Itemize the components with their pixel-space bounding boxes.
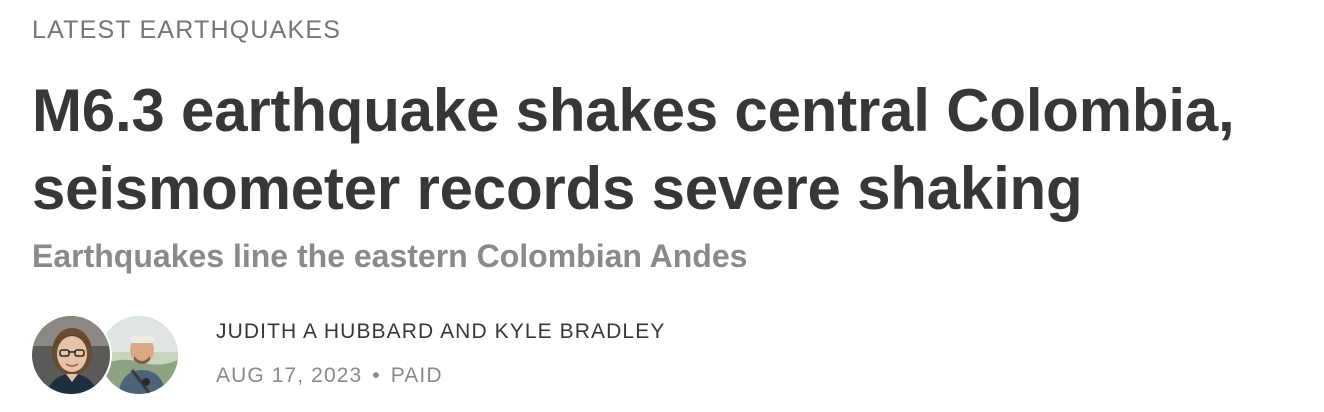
person-photo-icon	[100, 316, 178, 394]
author-avatar-judith-hubbard[interactable]	[30, 314, 112, 396]
section-label-link[interactable]: LATEST EARTHQUAKES	[32, 16, 342, 44]
author-avatars	[30, 312, 182, 396]
post-title: M6.3 earthquake shakes central Colombia,…	[32, 77, 1235, 222]
meta-separator: •	[372, 364, 381, 387]
post-date: AUG 17, 2023	[216, 364, 363, 387]
person-photo-icon	[32, 316, 110, 394]
post-meta: AUG 17, 2023 • PAID	[216, 364, 443, 388]
author-avatar-kyle-bradley[interactable]	[98, 314, 180, 396]
post-subtitle: Earthquakes line the eastern Colombian A…	[32, 238, 748, 274]
byline: JUDITH A HUBBARD AND KYLE BRADLEY AUG 17…	[30, 312, 932, 396]
byline-authors-link[interactable]: JUDITH A HUBBARD AND KYLE BRADLEY	[216, 320, 666, 343]
access-badge: PAID	[390, 364, 443, 387]
